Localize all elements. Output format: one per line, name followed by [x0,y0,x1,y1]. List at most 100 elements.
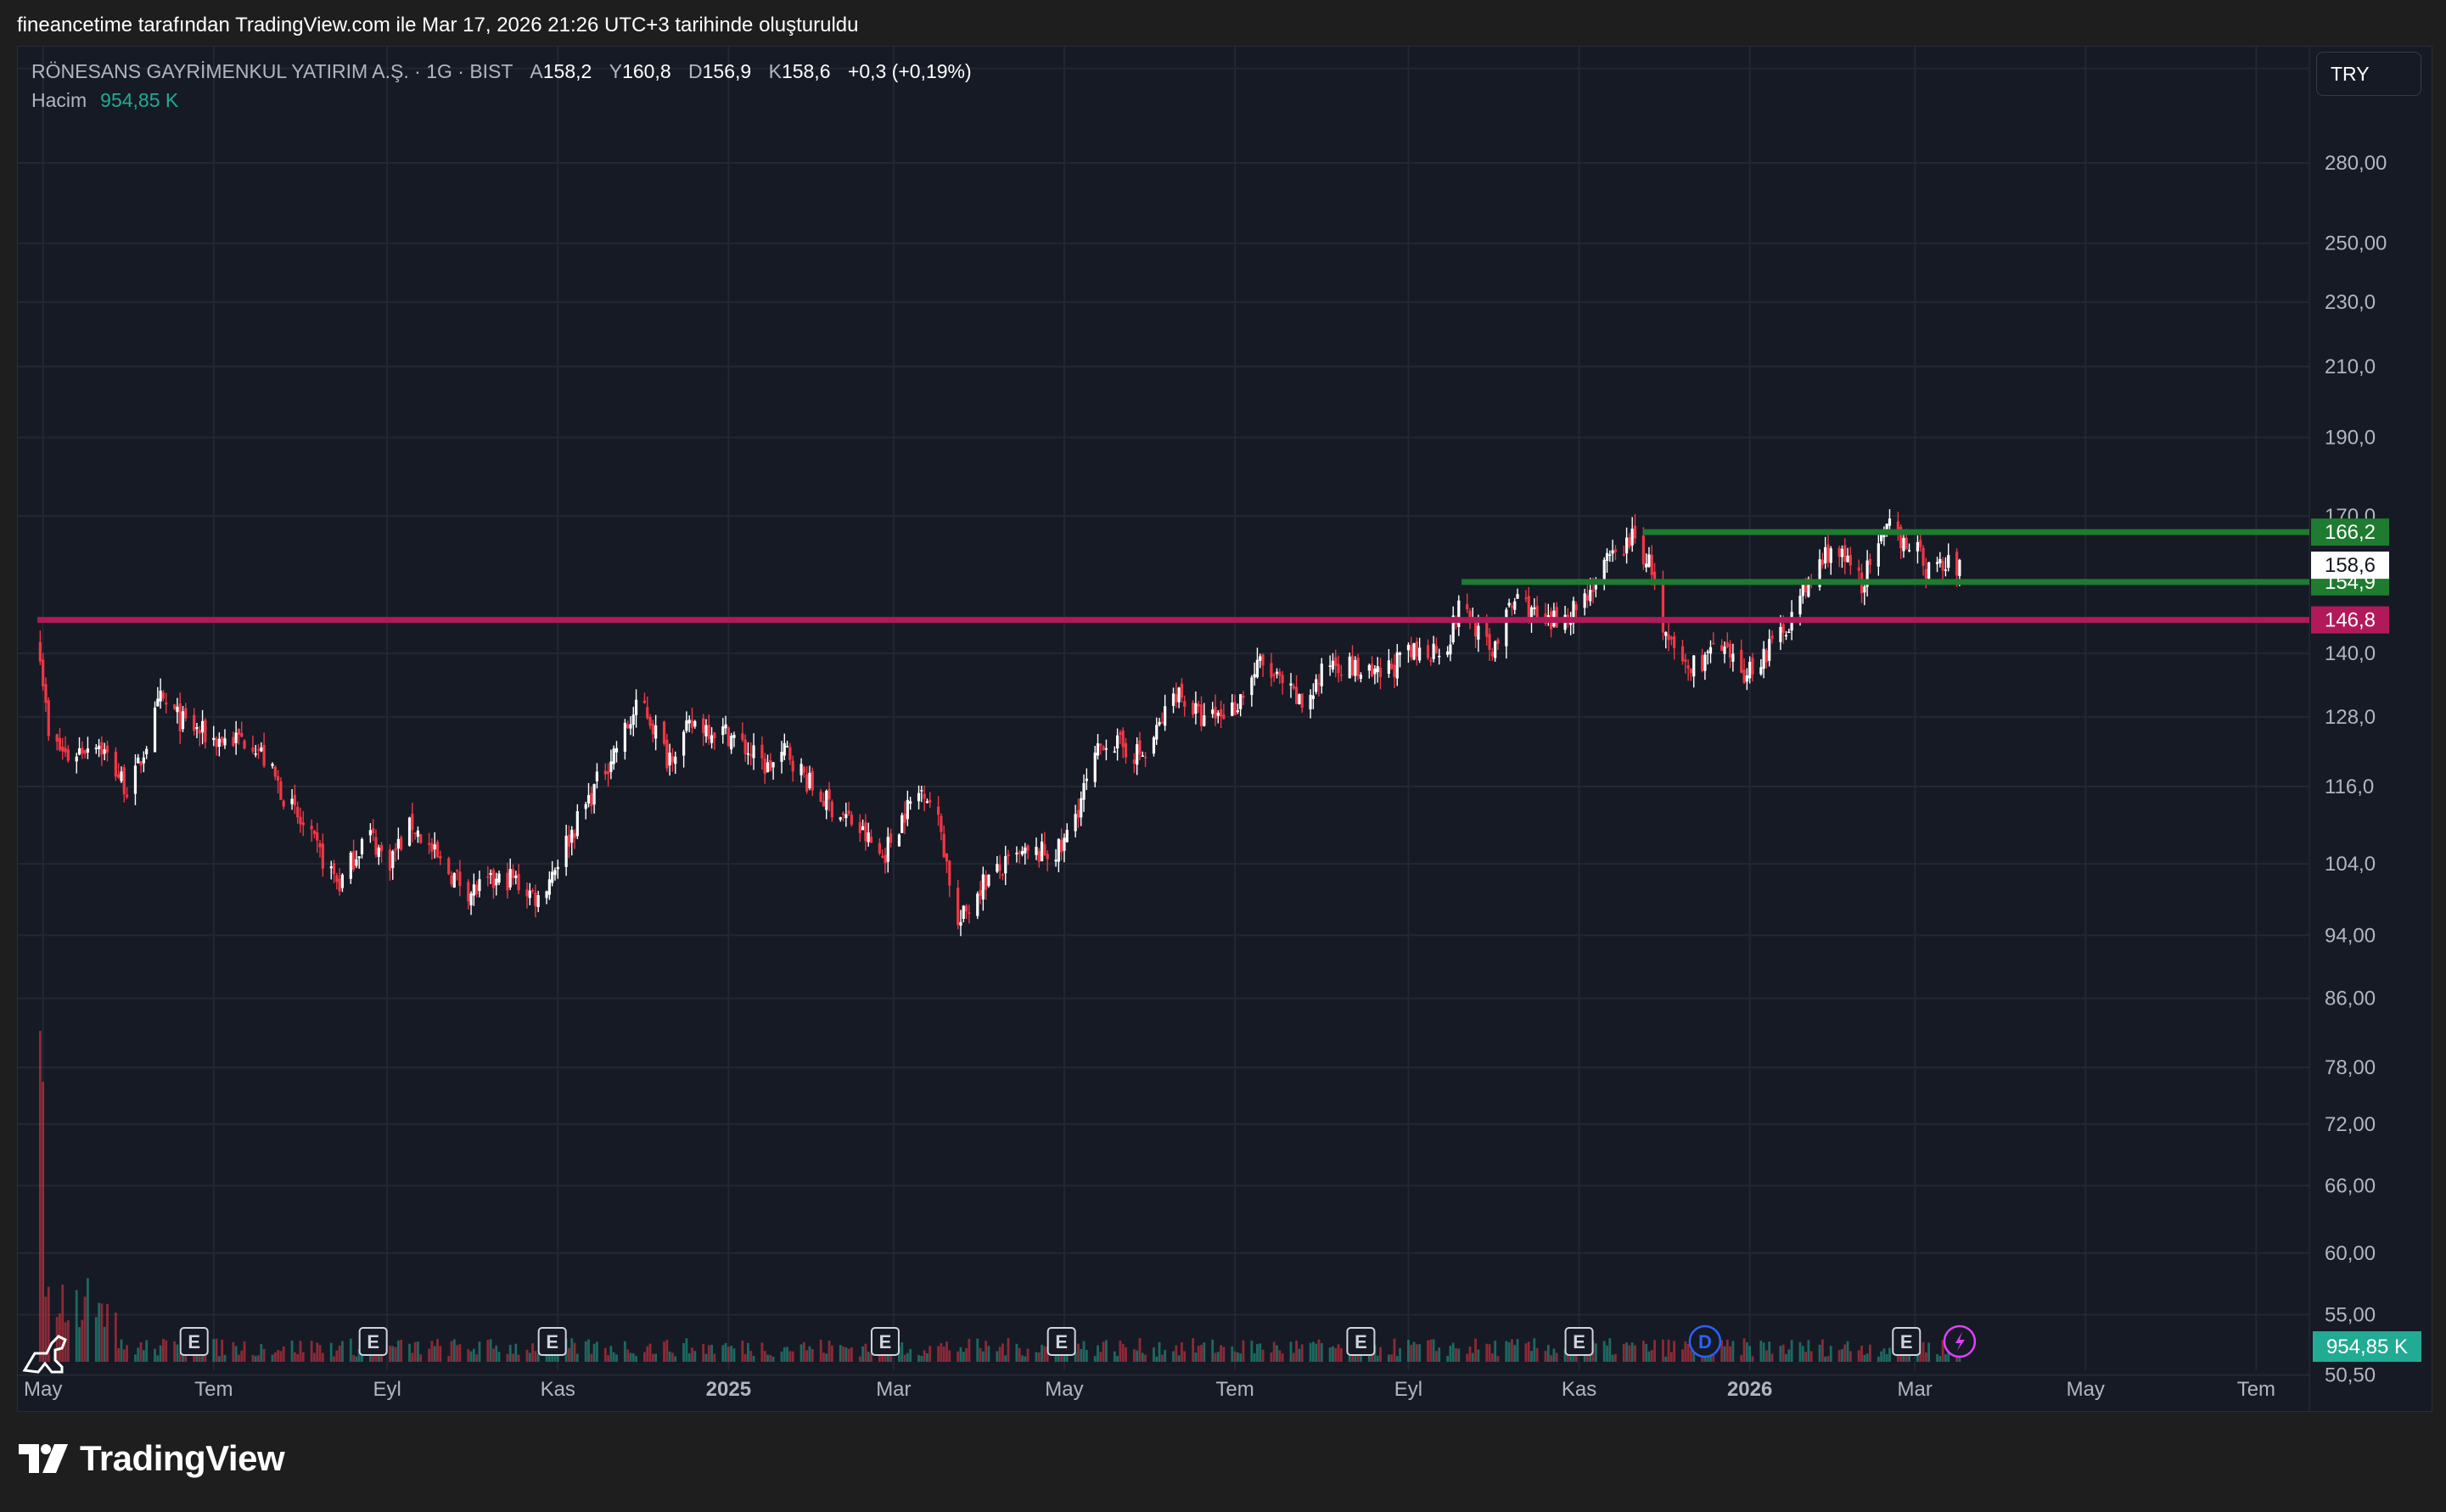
candle-body [732,735,736,738]
volume-bar [1569,1352,1573,1362]
candle-body [491,870,496,888]
candle-body [886,837,889,862]
candle-body [340,874,345,888]
candle-body [900,815,904,833]
volume-bar [573,1342,576,1362]
candle-body [1605,552,1609,562]
candle-body [217,738,221,747]
volume-bar [1731,1341,1735,1362]
volume-bar [568,1347,570,1362]
volume-bar [299,1341,302,1362]
earnings-marker [537,1327,567,1356]
volume-bar [232,1341,235,1362]
volume-bar [713,1353,716,1362]
volume-bar [472,1348,475,1362]
candle-body [1164,706,1167,726]
candle-body [1947,555,1950,568]
volume-bar [75,1290,78,1362]
candle-body [1177,687,1181,703]
y-tick-label: 116,0 [2325,776,2374,798]
candle-body [1784,635,1788,636]
candle-body [221,736,224,743]
symbol-name[interactable]: RÖNESANS GAYRİMENKUL YATIRIM A.Ş. · 1G ·… [31,60,513,82]
volume-bar [1837,1350,1841,1362]
volume-bar [1272,1341,1276,1362]
candle-body [374,837,378,855]
volume-bar [313,1352,316,1362]
earnings-marker-label: E [1900,1331,1913,1352]
volume-bar [198,1355,201,1362]
volume-bar [1882,1348,1886,1362]
candle-body [651,723,654,735]
volume-bar [996,1351,999,1362]
volume-bar [985,1341,988,1362]
candle-body [1857,567,1860,571]
candle-body [592,784,596,805]
volume-bar [830,1345,833,1362]
earnings-marker [179,1327,209,1356]
volume-bar [341,1341,344,1362]
volume-bar [623,1341,626,1362]
candle-body [693,720,697,727]
price-chart[interactable]: 320,00280,00250,00230,0210,0190,0170,014… [18,47,2432,1411]
volume-bar [1477,1349,1480,1362]
candle-body [212,737,216,741]
volume-bar [1309,1342,1312,1362]
candle-body [1020,850,1024,855]
volume-bar [948,1350,951,1362]
candle-body [1376,666,1379,673]
volume-label[interactable]: Hacim [31,89,87,111]
volume-bar [1684,1341,1687,1362]
volume-bar [1488,1344,1491,1362]
candle-body [707,725,710,740]
candle-body [335,875,339,882]
volume-bar [1507,1341,1511,1362]
candle-body [710,735,714,743]
earnings-marker [358,1327,388,1356]
volume-bar [825,1353,828,1362]
candle-body [841,813,845,815]
candle-body [58,737,62,751]
candle-body [957,888,960,926]
volume-bar [1132,1349,1136,1362]
volume-bar [338,1346,341,1362]
candle-body [290,798,294,804]
volume-bar [842,1346,844,1362]
volume-bar [83,1296,87,1362]
candle-body [173,704,177,709]
volume-bar [329,1342,333,1362]
candle-body [1393,664,1396,677]
volume-bar [1544,1351,1547,1362]
volume-bar [428,1348,431,1362]
volume-bar [1880,1351,1883,1362]
volume-bar [492,1348,495,1362]
candle-body [1432,643,1435,659]
candle-body [1219,708,1223,717]
volume-bar [721,1345,725,1362]
candle-body [1801,584,1804,596]
candle-body [948,860,951,886]
candle-body [1065,830,1069,843]
x-tick-label: Eyl [373,1378,401,1401]
candle-body [1076,809,1080,819]
volume-badge-label: 954,85 K [2326,1336,2408,1358]
volume-bar [827,1341,831,1362]
volume-bar [682,1342,686,1362]
volume-bar [1141,1352,1144,1362]
volume-bar [1944,1354,1947,1362]
candle-body [1373,669,1377,675]
volume-bar [1451,1342,1455,1362]
candle-body [1371,664,1374,677]
volume-bar [1387,1354,1390,1362]
y-tick-label: 128,0 [2325,706,2376,729]
y-tick-label: 72,00 [2325,1113,2376,1136]
candle-body [1141,755,1144,757]
currency-button[interactable]: TRY [2316,52,2421,96]
chart-panel[interactable]: 320,00280,00250,00230,0210,0190,0170,014… [17,46,2432,1412]
candle-body [139,761,143,766]
candle-body [1356,657,1360,676]
volume-bar [408,1343,411,1362]
candle-body [730,736,733,750]
volume-bar [1021,1355,1024,1362]
candle-body [1194,703,1198,714]
